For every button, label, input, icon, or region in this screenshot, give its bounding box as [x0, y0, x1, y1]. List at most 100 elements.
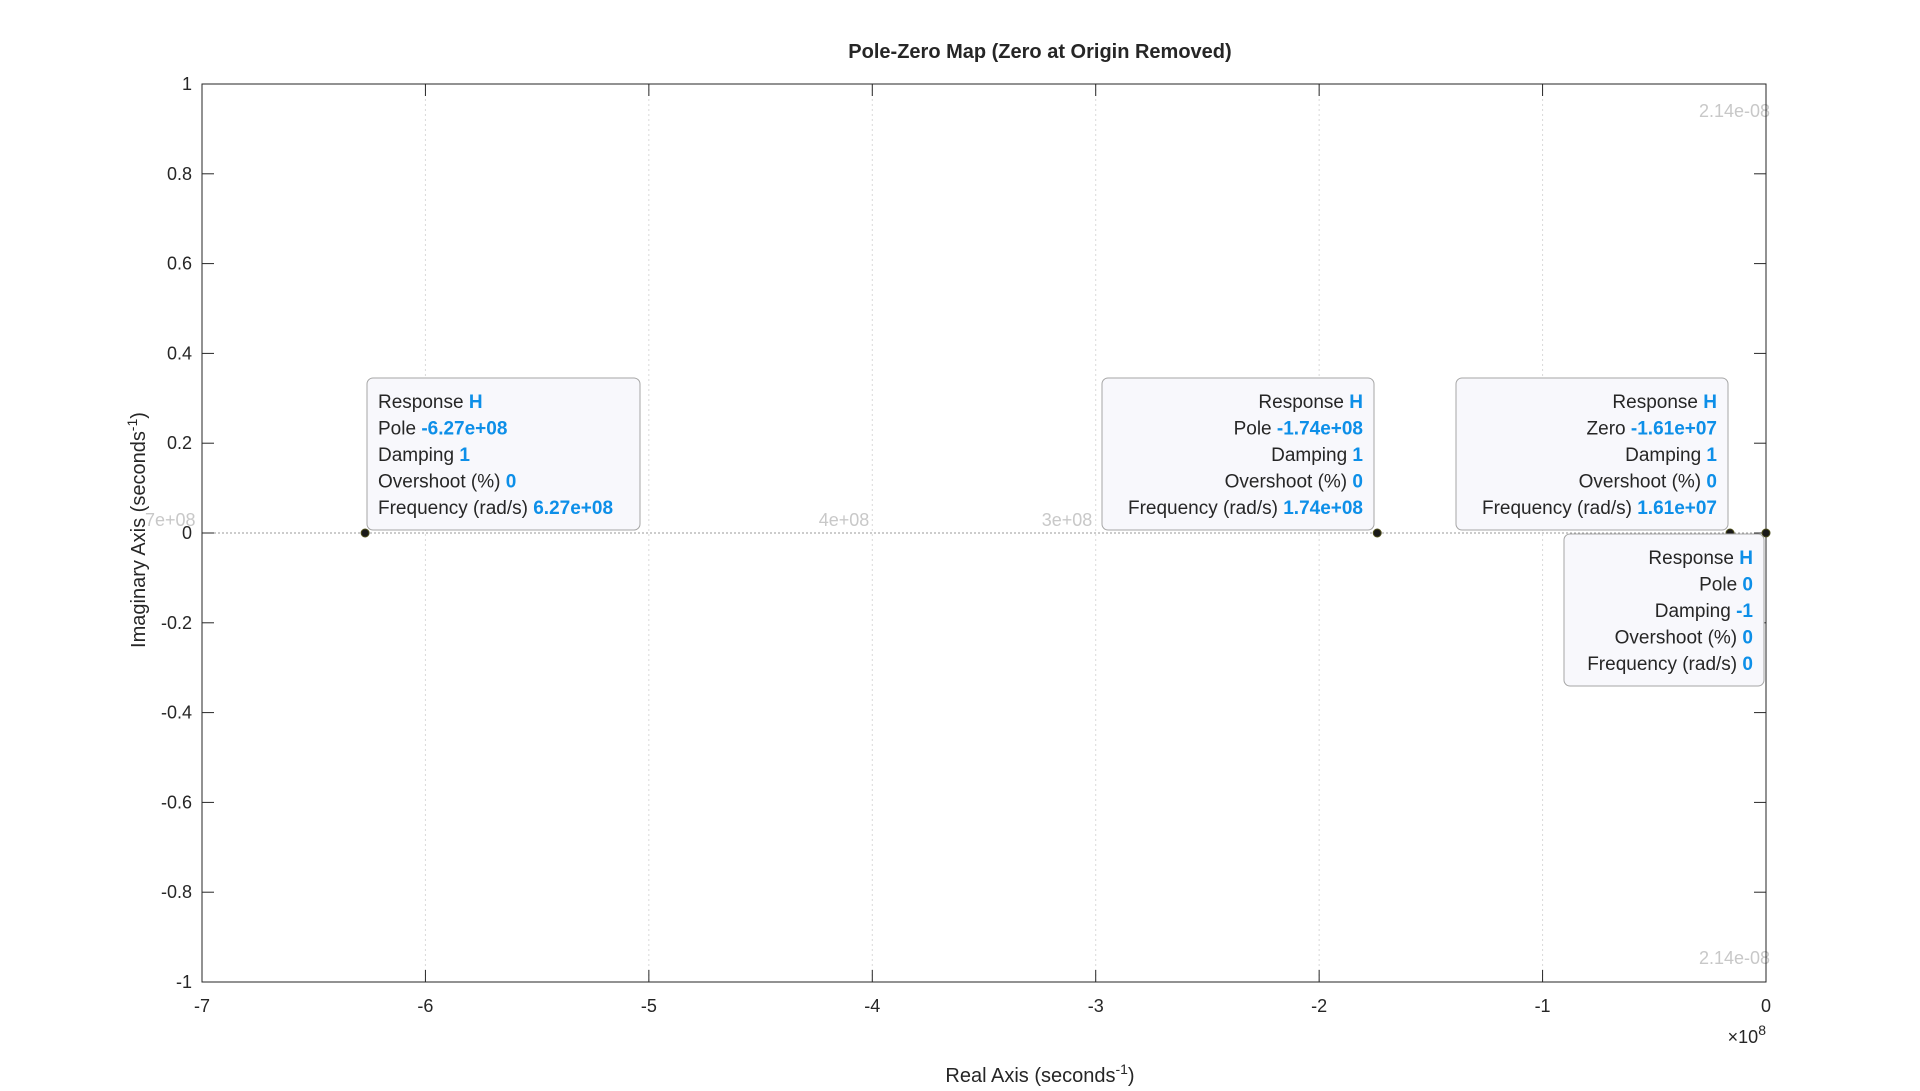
x-tick-label: -5: [641, 996, 657, 1016]
data-tip-label: Frequency (rad/s): [1482, 498, 1637, 519]
data-tip-row: Frequency (rad/s) 1.61e+07: [1482, 498, 1717, 519]
y-tick-label: 1: [182, 74, 192, 94]
y-tick-label: -0.8: [161, 882, 192, 902]
x-tick-label: -1: [1535, 996, 1551, 1016]
data-tip-label: Damping: [1625, 445, 1706, 466]
data-tip-row: Pole 0: [1699, 575, 1753, 596]
x-tick-label: 0: [1761, 996, 1771, 1016]
x-tick-label: -3: [1088, 996, 1104, 1016]
damping-label: 4e+08: [819, 510, 870, 530]
data-tip-box: [1563, 533, 1765, 687]
data-tip-value: 0: [1352, 472, 1363, 493]
data-tip-value: H: [1349, 392, 1363, 413]
y-tick-label: 0.4: [167, 343, 192, 363]
data-tip-row: Response H: [1258, 392, 1363, 413]
data-tip-row: Damping 1: [1625, 445, 1717, 466]
y-axis-label: Imaginary Axis (seconds-1): [124, 412, 150, 648]
data-tip-label: Overshoot (%): [1579, 472, 1707, 493]
data-tip-row: Pole -6.27e+08: [378, 419, 507, 440]
data-tip-value: 0: [1742, 654, 1753, 675]
y-tick-label: -0.2: [161, 613, 192, 633]
data-tip-row: Overshoot (%) 0: [378, 472, 516, 493]
data-tip-label: Damping: [1655, 601, 1736, 622]
data-tip-label: Overshoot (%): [1615, 628, 1743, 649]
data-tip-value: 1.61e+07: [1637, 498, 1717, 519]
data-tip: Response H Pole -6.27e+08 Damping 1 Oversho…: [366, 377, 641, 531]
data-tip-label: Overshoot (%): [1225, 472, 1353, 493]
x-tick-label: -2: [1311, 996, 1327, 1016]
data-tip-value: 6.27e+08: [533, 498, 613, 519]
y-tick-label: -0.4: [161, 703, 192, 723]
data-tip-value: 1: [1352, 445, 1363, 466]
data-tip-value: -1: [1736, 601, 1753, 622]
damping-label: 3e+08: [1042, 510, 1093, 530]
data-tip-row: Damping 1: [378, 445, 470, 466]
pole-zero-marker: [360, 528, 370, 538]
data-tip-label: Response: [1612, 392, 1703, 413]
data-tip-value: -6.27e+08: [421, 419, 507, 440]
data-tip-value: 1: [1706, 445, 1717, 466]
y-tick-label: -1: [176, 972, 192, 992]
data-tip-value: 0: [1706, 472, 1717, 493]
data-tips: Response H Pole -6.27e+08 Damping 1 Oversho…: [366, 377, 1765, 687]
data-tip-box: [1101, 377, 1375, 531]
data-tip-row: Overshoot (%) 0: [1225, 472, 1363, 493]
data-tip-value: -1.74e+08: [1277, 419, 1363, 440]
pole-zero-marker: [1372, 528, 1382, 538]
data-tip-value: H: [1703, 392, 1717, 413]
data-tip-value: 0: [1742, 575, 1753, 596]
y-tick-label: 0.2: [167, 433, 192, 453]
data-tip-row: Damping -1: [1655, 601, 1754, 622]
data-tip-value: 0: [506, 472, 517, 493]
grid-lines: [202, 84, 1766, 982]
x-axis-exponent: ×108: [1728, 1022, 1767, 1047]
data-tip-box: [1455, 377, 1729, 531]
data-tip-value: 0: [1742, 628, 1753, 649]
data-tip: Response H Pole -1.74e+08 Damping 1 Oversho…: [1101, 377, 1375, 531]
data-tip-row: Frequency (rad/s) 6.27e+08: [378, 498, 613, 519]
data-tip-label: Pole: [1699, 575, 1742, 596]
data-tip-row: Overshoot (%) 0: [1615, 628, 1753, 649]
data-tip-value: 1: [459, 445, 470, 466]
pole-zero-marker: [1761, 528, 1771, 538]
tick-labels: -7 -6 -5 -4 -3 -2 -1 0 1 0.8 0.6 0.4 0.2 0 -0.2 -0.4 -0.…: [161, 74, 1771, 1016]
data-tip: Response H Zero -1.61e+07 Damping 1 Oversho…: [1455, 377, 1729, 531]
data-tip-label: Pole: [378, 419, 421, 440]
data-tip-row: Damping 1: [1271, 445, 1363, 466]
data-tip-value: H: [469, 392, 483, 413]
data-tip-label: Damping: [378, 445, 459, 466]
x-tick-label: -4: [864, 996, 880, 1016]
data-tip-label: Damping: [1271, 445, 1352, 466]
data-tip-row: Response H: [1612, 392, 1717, 413]
data-tip-value: H: [1739, 548, 1753, 569]
data-tip-row: Pole -1.74e+08: [1234, 419, 1363, 440]
data-tip-row: Response H: [378, 392, 483, 413]
data-tip-label: Response: [1648, 548, 1739, 569]
y-tick-label: 0: [182, 523, 192, 543]
data-tip-value: -1.61e+07: [1631, 419, 1717, 440]
x-tick-label: -7: [194, 996, 210, 1016]
data-tip-row: Frequency (rad/s) 1.74e+08: [1128, 498, 1363, 519]
data-tip-value: 1.74e+08: [1283, 498, 1363, 519]
x-tick-label: -6: [417, 996, 433, 1016]
data-tip-label: Zero: [1587, 419, 1631, 440]
data-tip-label: Frequency (rad/s): [1587, 654, 1742, 675]
damping-label: 2.14e-08: [1699, 101, 1770, 121]
chart-title: Pole-Zero Map (Zero at Origin Removed): [848, 41, 1231, 63]
x-axis-label: Real Axis (seconds-1): [945, 1061, 1134, 1087]
data-tip-label: Frequency (rad/s): [378, 498, 533, 519]
y-tick-label: 0.6: [167, 254, 192, 274]
y-tick-label: 0.8: [167, 164, 192, 184]
damping-label: 7e+08: [145, 510, 196, 530]
data-tip-row: Zero -1.61e+07: [1587, 419, 1717, 440]
data-tip-row: Response H: [1648, 548, 1753, 569]
damping-label: 2.14e-08: [1699, 948, 1770, 968]
y-tick-label: -0.6: [161, 792, 192, 812]
data-tip-label: Response: [1258, 392, 1349, 413]
data-tip-label: Frequency (rad/s): [1128, 498, 1283, 519]
data-tip-label: Response: [378, 392, 469, 413]
data-tip-box: [366, 377, 641, 531]
data-tip-label: Overshoot (%): [378, 472, 506, 493]
data-tip-row: Frequency (rad/s) 0: [1587, 654, 1753, 675]
